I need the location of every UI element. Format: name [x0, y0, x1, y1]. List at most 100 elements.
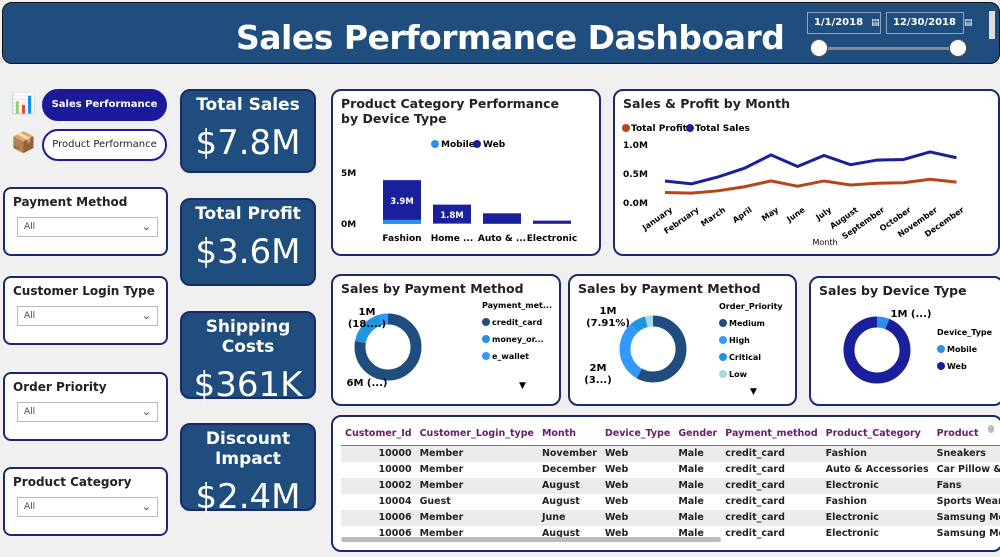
data-table: Customer_Id Customer_Login_type Month Devic… [341, 425, 1000, 542]
x-tick-label: Auto & ... [478, 234, 526, 244]
category-device-chart: Product Category Performance by Device T… [331, 89, 601, 256]
column-header[interactable]: Device_Type [600, 425, 675, 446]
data-label: (3...) [584, 375, 612, 386]
x-tick-label: July [814, 205, 834, 223]
table-cell: Member [415, 445, 538, 462]
table-cell: Sneakers [932, 445, 1000, 462]
start-date-input[interactable]: 1/1/2018 ▤ [807, 12, 881, 34]
chart-title: Sales by Payment Method [578, 281, 761, 296]
orders-table: Customer_Id Customer_Login_type Month Devic… [331, 415, 1000, 552]
product-performance-button[interactable]: Product Performance [42, 129, 167, 161]
legend-dot [719, 370, 727, 378]
table-row[interactable]: 10000 Member December Web Male credit_card Aut… [341, 462, 1000, 478]
slider-start-handle[interactable] [810, 39, 828, 57]
chevron-down-icon[interactable]: ⌄ [141, 220, 151, 233]
table-cell: 10000 [378, 464, 412, 475]
bar-web [383, 180, 421, 220]
calendar-icon[interactable]: ▤ [871, 18, 880, 28]
column-header[interactable]: Product [932, 425, 1000, 446]
column-header[interactable]: Customer_Login_type [415, 425, 538, 446]
table-cell: Samsung Mobile [936, 528, 1000, 539]
chevron-down-icon[interactable]: ⌄ [141, 405, 151, 418]
data-label: 1.8M [440, 211, 464, 221]
table-cell: August [537, 477, 601, 494]
kpi-card: Discount Impact $2.4M [180, 423, 316, 517]
device-type-donut: Sales by Device Type Device_Type Mobile We… [809, 276, 1000, 406]
order-priority-donut: Sales by Payment Method Order_Priority Me… [568, 274, 797, 406]
legend-label: Total Sales [695, 124, 750, 134]
table-cell: Member [415, 477, 538, 494]
table-row[interactable]: 10002 Member August Web Male credit_card Elect… [341, 477, 1000, 494]
table-cell: Guest [419, 496, 451, 507]
slicer-3: Product Category All ⌄ [3, 467, 168, 536]
data-label: 6M (...) [347, 378, 388, 389]
slicer-dropdown[interactable]: All ⌄ [17, 306, 158, 326]
x-tick-label: Electronic [527, 234, 577, 244]
column-header[interactable]: Payment_method [721, 425, 822, 446]
table-cell: Fashion [821, 445, 933, 462]
table-cell: Electronic [825, 528, 879, 539]
table-row[interactable]: 10006 Member June Web Male credit_card Electro… [341, 509, 1000, 526]
bar-web [483, 213, 521, 224]
chevron-down-icon[interactable]: ⌄ [141, 309, 151, 322]
calendar-icon[interactable]: ▤ [963, 18, 973, 28]
column-header[interactable]: Customer_Id [341, 425, 416, 446]
legend-dot [482, 318, 490, 326]
table-cell: Car Pillow & Neck [936, 464, 1000, 475]
column-header[interactable]: Gender [674, 425, 722, 446]
donut-slice [354, 313, 422, 381]
table-cell: credit_card [725, 464, 785, 475]
legend-dot [482, 352, 490, 360]
scrollbar[interactable] [989, 11, 995, 39]
legend-label: credit_card [492, 318, 542, 327]
table-cell: Male [674, 445, 722, 462]
table-cell: 10006 [378, 528, 412, 539]
slicer-2: Order Priority All ⌄ [3, 372, 168, 441]
sales-profit-month-chart: Sales & Profit by Month Total Profit Tota… [613, 89, 1000, 256]
y-tick-label: 0.5M [623, 170, 648, 180]
legend-dot [482, 335, 490, 343]
data-label: (18....) [348, 319, 386, 330]
slider-end-handle[interactable] [949, 39, 967, 57]
column-header[interactable]: Product_Category [821, 425, 933, 446]
kpi-title: Discount Impact [205, 429, 291, 469]
bar-mobile [433, 222, 471, 224]
table-cell: Male [674, 509, 722, 526]
x-tick-label: April [731, 205, 754, 225]
donut-slice [619, 315, 687, 383]
x-tick-label: Home ... [431, 234, 474, 244]
vertical-scrollbar[interactable] [988, 425, 994, 433]
legend-dot [719, 319, 727, 327]
dropdown-arrow-icon: ▼ [750, 387, 757, 397]
slicer-dropdown[interactable]: All ⌄ [17, 402, 158, 422]
table-cell: 10002 [341, 477, 416, 494]
data-label: 2M [590, 363, 607, 374]
table-cell: Electronic [821, 509, 933, 526]
table-row[interactable]: 10000 Member November Web Male credit_card Fas… [341, 445, 1000, 462]
data-label: (7.91%) [586, 318, 630, 329]
table-cell: Member [419, 528, 464, 539]
end-date-input[interactable]: 12/30/2018 ▤ [886, 12, 972, 34]
chart-title: Sales & Profit by Month [623, 96, 790, 111]
column-header[interactable]: Month [537, 425, 601, 446]
legend-dot [937, 345, 945, 353]
sales-performance-button[interactable]: Sales Performance [42, 89, 167, 121]
slicer-0: Payment Method All ⌄ [3, 187, 168, 256]
table-row[interactable]: 10006 Member August Web Male credit_card Elect… [341, 526, 1000, 542]
legend-label: Mobile [441, 140, 475, 150]
table-cell: 10000 [341, 445, 416, 462]
kpi-value: $2.4M [195, 477, 301, 517]
legend-label: money_or... [492, 335, 544, 344]
table-row[interactable]: 10004 Guest August Web Male credit_card Fashio… [341, 494, 1000, 510]
legend-label: Web [947, 362, 967, 371]
slicer-dropdown[interactable]: All ⌄ [17, 217, 158, 237]
chevron-down-icon[interactable]: ⌄ [141, 500, 151, 513]
chart-title: Product Category Performance by Device T… [341, 96, 559, 126]
table-cell: credit_card [721, 445, 822, 462]
slicer-dropdown[interactable]: All ⌄ [17, 497, 158, 517]
data-label: 3.9M [390, 197, 414, 207]
horizontal-scrollbar[interactable] [341, 537, 721, 542]
date-range-slider[interactable] [818, 47, 958, 50]
legend-label: High [729, 336, 750, 345]
x-tick-label: Fashion [382, 234, 421, 244]
